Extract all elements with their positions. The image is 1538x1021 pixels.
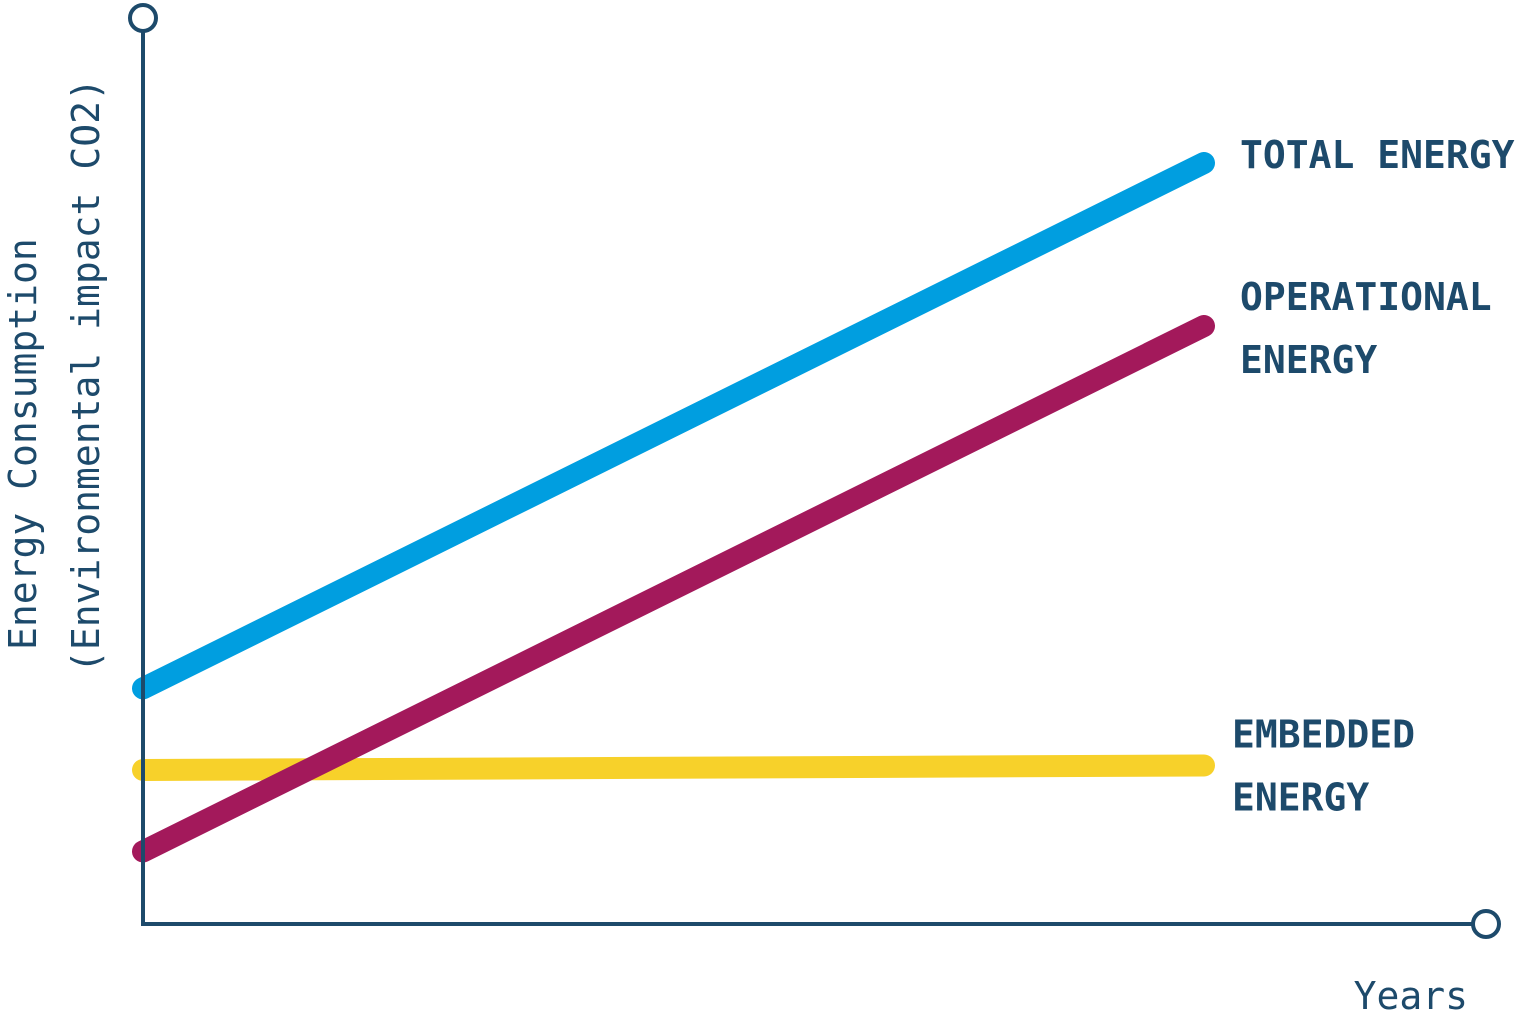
axes-layer	[128, 3, 1501, 939]
series-label-line: TOTAL ENERGY	[1240, 133, 1515, 177]
series-label-line: ENERGY	[1240, 338, 1377, 382]
series-label-line: OPERATIONAL	[1240, 275, 1492, 319]
series-label-line: EMBEDDED	[1232, 713, 1415, 757]
series-layer	[132, 152, 1215, 863]
y-axis-label: Energy Consumption	[1, 238, 45, 650]
series-label-operational-energy: OPERATIONAL ENERGY	[1240, 275, 1492, 382]
series-line-total-energy	[132, 152, 1215, 700]
x-axis-label: Years	[1354, 974, 1468, 1018]
series-label-embedded-energy: EMBEDDED ENERGY	[1232, 713, 1415, 820]
series-label-line: ENERGY	[1232, 776, 1369, 820]
series-label-total-energy: TOTAL ENERGY	[1240, 133, 1515, 177]
labels-layer: TOTAL ENERGY OPERATIONAL ENERGY EMBEDDED ENE…	[1232, 133, 1515, 820]
y-axis-sublabel: (Environmental impact CO2)	[64, 78, 108, 673]
y-axis-end-circle	[128, 3, 158, 33]
x-axis-end-circle	[1471, 909, 1501, 939]
series-line-operational-energy	[132, 315, 1215, 863]
